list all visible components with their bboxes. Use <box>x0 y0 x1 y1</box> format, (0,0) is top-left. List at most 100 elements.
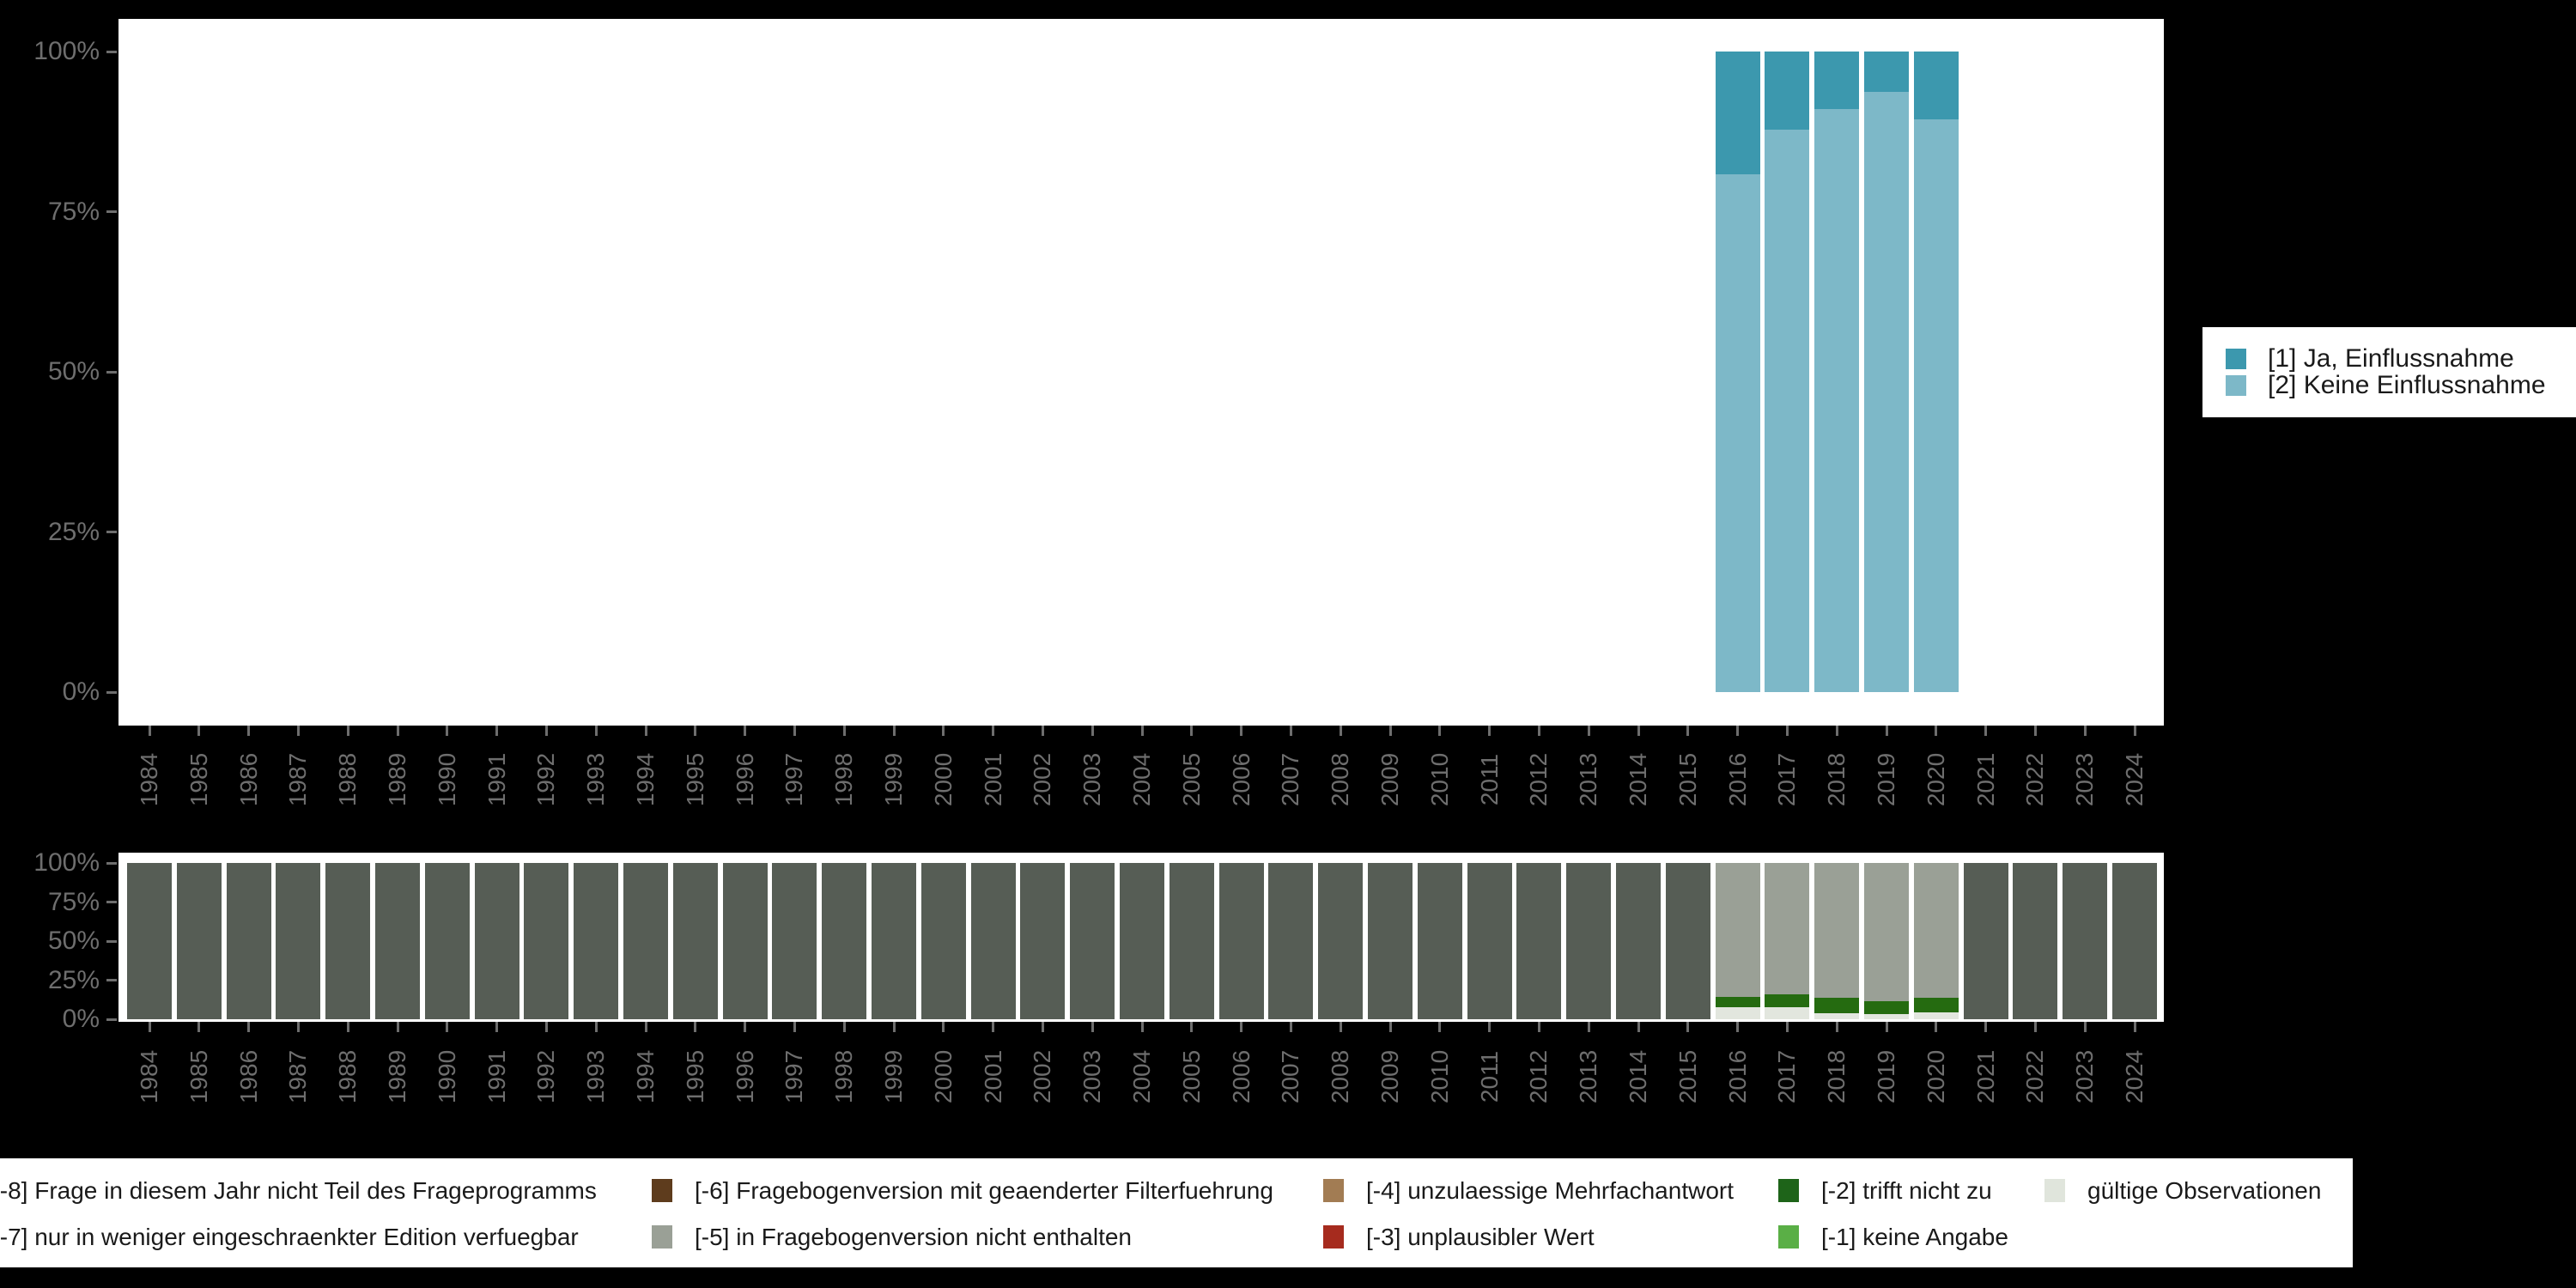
x-axis-year-label: 2014 <box>1625 752 1651 807</box>
missings-bar-2003 <box>1070 863 1115 1019</box>
y-axis-label: 100% <box>33 848 100 877</box>
bar-segment <box>1715 1006 1760 1019</box>
x-axis-tick <box>148 726 151 736</box>
x-axis-year-label: 2015 <box>1674 752 1701 807</box>
missings-bar-2002 <box>1020 863 1066 1019</box>
x-axis-year-label: 2012 <box>1525 752 1552 807</box>
x-axis-year-label: 2000 <box>929 752 957 807</box>
missings-bar-1999 <box>872 863 916 1019</box>
x-axis-year-label: 1997 <box>781 1049 808 1104</box>
bar-segment <box>1913 863 1959 998</box>
bar-segment <box>1020 863 1066 1019</box>
bar-segment <box>1864 91 1909 692</box>
bar-segment <box>920 863 966 1019</box>
x-axis-year-label: 2014 <box>1625 1049 1651 1104</box>
y-axis-tick <box>106 1018 117 1021</box>
x-axis-year-label: 2012 <box>1525 1049 1552 1104</box>
missing-code-label: gültige Observationen <box>2087 1177 2322 1204</box>
x-axis-tick <box>1935 726 1938 736</box>
bar-segment <box>1814 1013 1860 1019</box>
missing-code-swatch <box>1323 1179 1344 1202</box>
x-axis-year-label: 2019 <box>1873 752 1899 807</box>
x-axis-year-label: 2016 <box>1723 1049 1751 1104</box>
x-axis-tick <box>197 1022 201 1032</box>
x-axis-year-label: 1998 <box>830 1049 858 1104</box>
x-axis-tick <box>842 1022 846 1032</box>
x-axis-year-label: 2007 <box>1277 1049 1304 1104</box>
x-axis-year-label: 2006 <box>1227 752 1255 807</box>
x-axis-year-label: 2022 <box>2021 752 2049 807</box>
missing-code-swatch <box>652 1179 672 1202</box>
x-axis-year-label: 1992 <box>532 752 560 807</box>
bar-segment <box>623 863 668 1019</box>
missings-bar-1987 <box>276 863 321 1019</box>
missings-bar-2022 <box>2013 863 2058 1019</box>
x-axis-tick <box>446 726 449 736</box>
x-axis-year-label: 2019 <box>1873 1049 1899 1104</box>
x-axis-year-label: 1999 <box>880 1049 907 1104</box>
bar-segment <box>1218 863 1264 1019</box>
x-axis-tick <box>793 726 796 736</box>
bar-segment <box>1715 996 1760 1007</box>
x-axis-year-label: 2020 <box>1922 752 1949 807</box>
missings-bar-2005 <box>1169 863 1214 1019</box>
x-axis-year-label: 1987 <box>284 1049 312 1104</box>
bar-segment <box>524 863 569 1019</box>
missings-bar-1990 <box>424 863 470 1019</box>
x-axis-year-label: 2001 <box>979 1049 1006 1104</box>
x-axis-year-label: 2023 <box>2071 1049 2099 1104</box>
bar-segment <box>1765 994 1810 1007</box>
x-axis-tick <box>1438 726 1442 736</box>
bar-segment <box>672 863 718 1019</box>
missings-bar-1997 <box>772 863 817 1019</box>
bar-segment <box>1765 52 1810 130</box>
frequency-chart-panel <box>118 19 2164 726</box>
missings-bar-2013 <box>1566 863 1612 1019</box>
missings-bar-2014 <box>1616 863 1661 1019</box>
missing-code-label: [-4] unzulaessige Mehrfachantwort <box>1366 1177 1734 1204</box>
x-axis-tick <box>1339 1022 1342 1032</box>
bar-segment <box>1864 863 1909 1001</box>
x-axis-tick <box>346 1022 349 1032</box>
missings-bar-2001 <box>970 863 1016 1019</box>
x-axis-tick <box>544 1022 548 1032</box>
x-axis-tick <box>992 1022 995 1032</box>
bar-segment <box>1913 119 1959 692</box>
x-axis-tick <box>544 726 548 736</box>
x-axis-year-label: 1989 <box>384 1049 410 1104</box>
x-axis-year-label: 1995 <box>681 752 708 807</box>
x-axis-year-label: 2002 <box>1029 1049 1056 1104</box>
x-axis-tick <box>247 726 251 736</box>
missing-code-label: [-1] keine Angabe <box>1821 1224 2008 1250</box>
y-axis-tick <box>106 370 117 374</box>
legend-label: [2] Keine Einflussnahme <box>2268 371 2546 399</box>
x-axis-year-label: 1996 <box>731 752 758 807</box>
missings-bar-2019 <box>1864 863 1909 1019</box>
missings-bar-1986 <box>226 863 271 1019</box>
missings-bar-2020 <box>1913 863 1959 1019</box>
missings-bar-2012 <box>1516 863 1562 1019</box>
bar-segment <box>2063 863 2108 1019</box>
x-axis-tick <box>1140 726 1144 736</box>
bar-segment <box>1814 998 1860 1014</box>
x-axis-year-label: 2020 <box>1922 1049 1949 1104</box>
x-axis-tick <box>148 1022 151 1032</box>
x-axis-tick <box>197 726 201 736</box>
x-axis-year-label: 1988 <box>334 752 361 807</box>
missing-code-label: [-8] Frage in diesem Jahr nicht Teil des… <box>0 1177 597 1204</box>
y-axis-label: 75% <box>47 887 100 916</box>
missings-bar-2006 <box>1218 863 1264 1019</box>
missing-code-swatch <box>1778 1225 1799 1249</box>
bar-segment <box>325 863 371 1019</box>
x-axis-tick <box>892 726 896 736</box>
legend-label: [1] Ja, Einflussnahme <box>2268 344 2514 373</box>
y-axis-tick <box>106 531 117 533</box>
x-axis-year-label: 2003 <box>1078 752 1106 807</box>
bar-segment <box>1616 863 1661 1019</box>
x-axis-year-label: 2002 <box>1029 752 1056 807</box>
x-axis-year-label: 1995 <box>681 1049 708 1104</box>
bar-segment <box>822 863 867 1019</box>
x-axis-year-label: 1985 <box>185 752 212 807</box>
bar-segment <box>1268 863 1314 1019</box>
